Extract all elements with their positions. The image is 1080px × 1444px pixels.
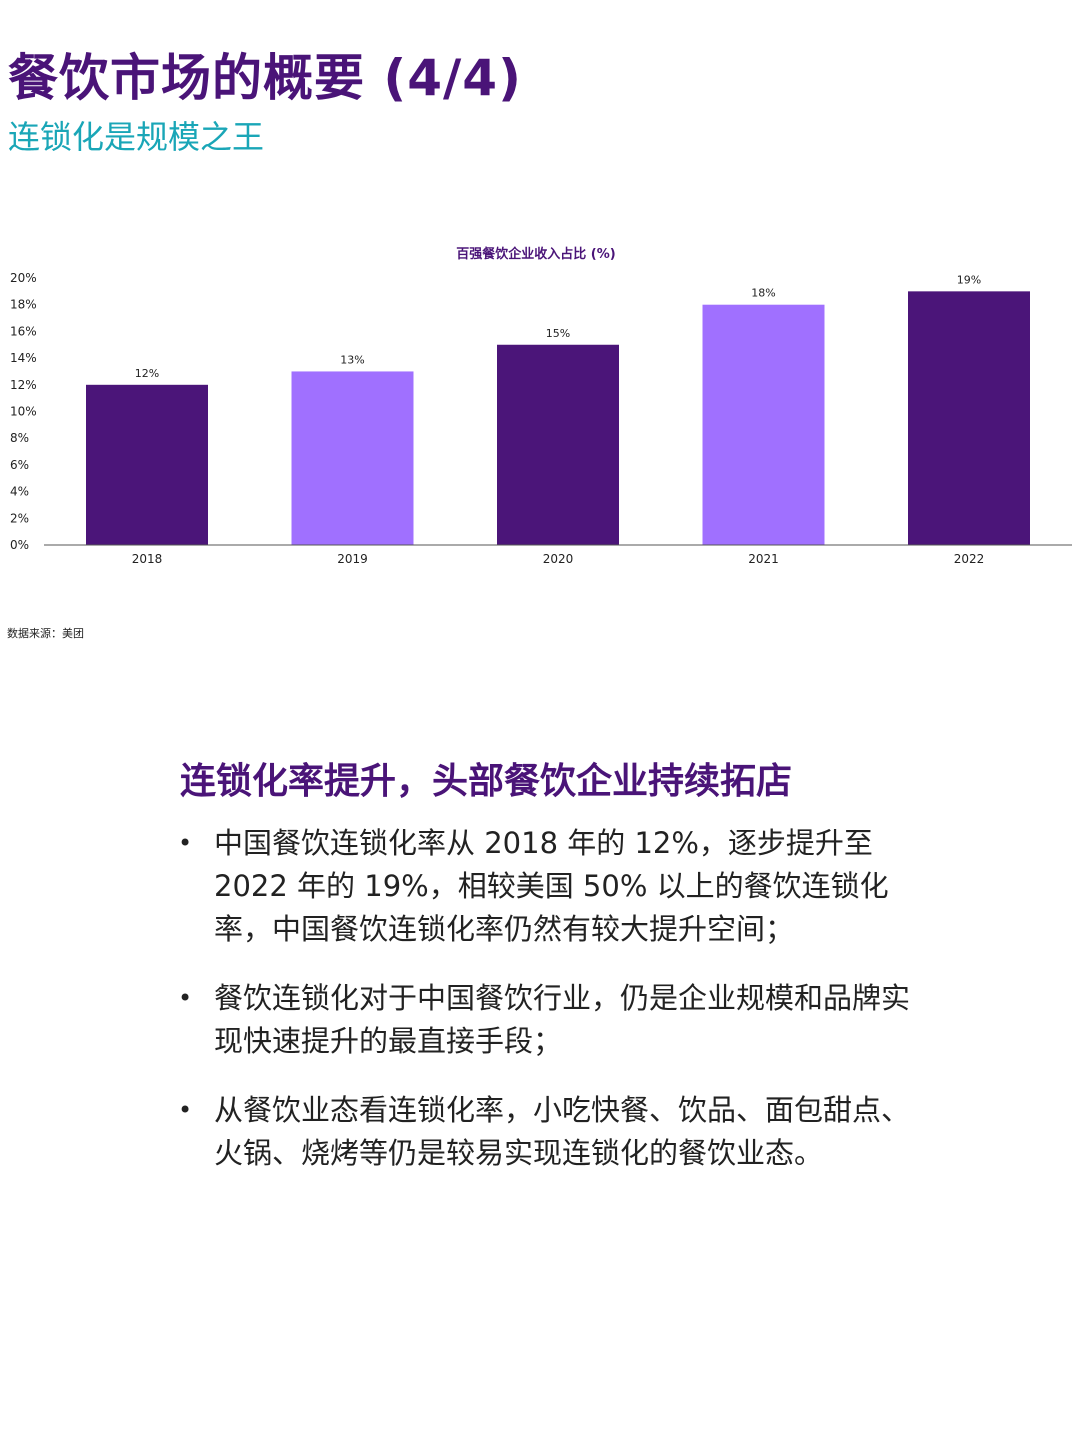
bar-2020: [497, 344, 619, 545]
bar-chart: 百强餐饮企业收入占比 (%) 0% 2% 4% 6% 8% 10% 12% 14% 16% 18%…: [10, 246, 1072, 566]
bullet-item: • 从餐饮业态看连锁化率，小吃快餐、饮品、面包甜点、火锅、烧烤等仍是较易实现连锁…: [178, 1089, 918, 1175]
x-axis: 2018 2019 2020 2021 2022: [132, 552, 985, 566]
y-tick-label: 18%: [10, 298, 37, 312]
x-tick-label: 2019: [337, 552, 368, 566]
y-tick-label: 20%: [10, 271, 37, 285]
y-tick-label: 2%: [10, 511, 29, 525]
x-tick-label: 2022: [954, 552, 985, 566]
y-tick-label: 6%: [10, 458, 29, 472]
y-tick-label: 14%: [10, 351, 37, 365]
data-label: 15%: [546, 327, 570, 340]
data-source-note: 数据来源：美团: [7, 627, 84, 640]
x-tick-label: 2021: [748, 552, 779, 566]
data-label: 12%: [135, 367, 159, 380]
bullet-dot-icon: •: [178, 1096, 193, 1124]
chart-title: 百强餐饮企业收入占比 (%): [456, 246, 615, 262]
bullet-text: 从餐饮业态看连锁化率，小吃快餐、饮品、面包甜点、火锅、烧烤等仍是较易实现连锁化的…: [214, 1093, 911, 1170]
bullet-text: 中国餐饮连锁化率从 2018 年的 12%，逐步提升至 2022 年的 19%，…: [214, 826, 889, 946]
bullet-dot-icon: •: [178, 829, 193, 857]
data-label: 19%: [957, 273, 981, 286]
y-tick-label: 4%: [10, 485, 29, 499]
bullet-item: • 中国餐饮连锁化率从 2018 年的 12%，逐步提升至 2022 年的 19…: [178, 822, 918, 951]
y-tick-label: 0%: [10, 538, 29, 552]
bar-2022: [908, 291, 1030, 545]
data-label: 13%: [340, 353, 364, 366]
page-title: 餐饮市场的概要 (4/4): [8, 49, 522, 107]
bullet-item: • 餐饮连锁化对于中国餐饮行业，仍是企业规模和品牌实现快速提升的最直接手段；: [178, 977, 918, 1063]
bullet-dot-icon: •: [178, 984, 193, 1012]
y-tick-label: 8%: [10, 431, 29, 445]
bar-series: 12% 13% 15% 18% 19%: [86, 273, 1030, 545]
bar-2021: [702, 304, 825, 545]
y-tick-label: 10%: [10, 405, 37, 419]
x-tick-label: 2018: [132, 552, 163, 566]
bullet-text: 餐饮连锁化对于中国餐饮行业，仍是企业规模和品牌实现快速提升的最直接手段；: [214, 981, 911, 1058]
bar-2019: [291, 371, 414, 545]
page-subtitle: 连锁化是规模之王: [8, 118, 265, 156]
data-label: 18%: [751, 287, 775, 300]
bullet-list: • 中国餐饮连锁化率从 2018 年的 12%，逐步提升至 2022 年的 19…: [178, 822, 918, 1201]
y-tick-label: 12%: [10, 378, 37, 392]
y-tick-label: 16%: [10, 324, 37, 338]
x-tick-label: 2020: [543, 552, 574, 566]
section-heading: 连锁化率提升，头部餐饮企业持续拓店: [180, 761, 793, 802]
bar-2018: [86, 384, 208, 545]
y-axis: 0% 2% 4% 6% 8% 10% 12% 14% 16% 18% 20%: [10, 271, 37, 552]
